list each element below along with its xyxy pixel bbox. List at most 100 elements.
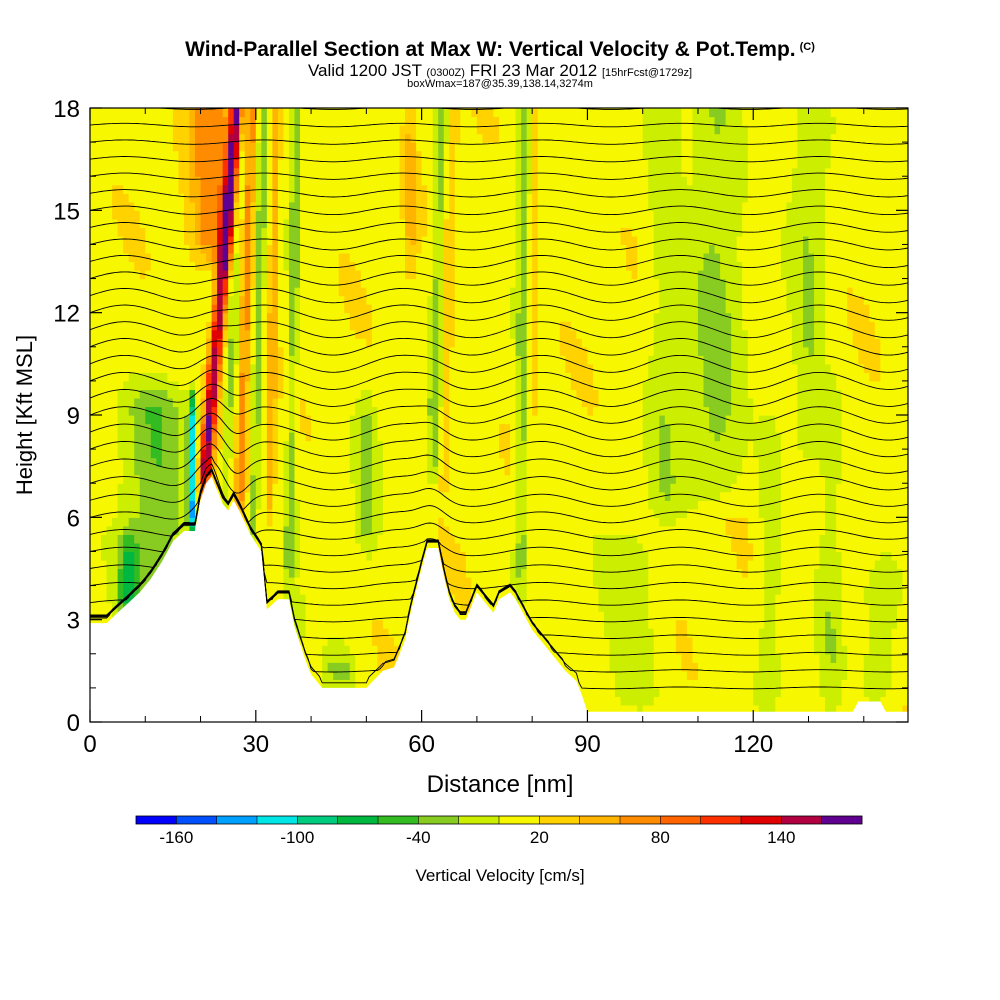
velocity-cell [195,457,202,493]
velocity-cell [825,611,832,655]
velocity-cell [747,542,754,561]
velocity-cell [863,304,870,373]
velocity-cell [814,568,821,655]
velocity-cell [195,423,202,459]
velocity-cell [167,108,174,382]
velocity-cell [659,415,666,493]
velocity-cell [742,125,749,203]
velocity-cell [482,142,489,722]
velocity-cell [117,568,124,604]
velocity-cell [305,415,312,442]
velocity-cell [869,108,876,322]
velocity-cell [128,201,135,263]
colorbar-swatch [620,816,661,824]
velocity-cell [349,483,356,655]
velocity-cell [725,108,732,314]
isentrope-line [90,369,908,390]
terrain-shape [90,476,908,722]
velocity-cell [814,653,821,722]
velocity-cell [222,312,229,331]
velocity-cell [742,329,749,459]
velocity-cell [747,440,754,544]
velocity-cell [709,108,716,118]
velocity-cell [344,108,351,254]
velocity-cell [222,142,229,160]
velocity-cell [178,193,185,391]
velocity-cell [255,108,262,143]
velocity-cell [510,551,517,587]
y-tick-label: 6 [67,505,80,532]
velocity-cell [476,133,484,722]
velocity-cell [283,108,290,220]
velocity-cell [858,108,865,297]
velocity-cell [195,270,202,408]
velocity-cell [521,568,528,604]
velocity-cell [847,108,854,288]
velocity-cell [841,108,848,646]
velocity-cell [134,474,141,518]
velocity-cell [200,415,207,425]
y-tick-label: 12 [53,301,80,328]
velocity-cell [222,184,229,194]
velocity-cell [338,636,345,663]
velocity-cell [272,397,279,484]
velocity-cell [460,108,467,553]
velocity-cell [156,406,163,467]
velocity-cell [604,108,611,535]
velocity-cell [736,568,743,722]
velocity-cell [200,252,207,271]
velocity-cell [355,270,362,339]
velocity-cell [758,628,765,722]
velocity-cell [233,167,240,177]
velocity-cell [294,287,301,365]
velocity-cell [366,346,373,391]
velocity-cell [217,108,224,186]
velocity-cell [123,380,130,527]
velocity-cell [681,108,688,177]
velocity-cell [217,397,224,450]
velocity-cell [454,142,461,544]
velocity-cell [316,108,323,722]
velocity-cell [819,534,826,698]
velocity-cell [272,108,279,399]
velocity-cell [266,108,273,246]
velocity-cell [217,338,224,356]
velocity-cell [686,636,694,680]
velocity-cell [653,278,660,314]
velocity-cell [344,645,351,663]
velocity-cell [134,372,141,399]
velocity-cell [195,406,202,425]
isentrope-line [90,189,908,198]
velocity-cell [692,679,699,722]
velocity-cell [891,108,898,561]
velocity-cell [487,108,495,143]
velocity-cell [233,227,240,254]
velocity-cell [863,372,870,587]
velocity-cell [172,380,180,408]
velocity-cell [891,559,898,629]
velocity-cell [250,201,257,288]
velocity-cell [753,423,760,459]
velocity-cell [399,108,406,126]
velocity-cell [786,201,793,314]
velocity-cell [631,278,638,535]
velocity-cell [294,585,301,646]
velocity-cell [167,397,174,553]
velocity-cell [432,278,439,467]
velocity-cell [244,380,251,493]
velocity-cell [653,108,660,280]
colorbar-swatch [579,816,621,824]
velocity-cell [758,108,765,416]
velocity-cell [637,108,644,544]
velocity-cell [189,525,196,535]
velocity-cell [615,534,622,698]
velocity-cell [366,415,373,535]
velocity-cell [211,397,218,408]
velocity-cell [349,261,356,331]
velocity-cell [371,108,379,408]
velocity-cell [250,287,257,365]
velocity-cell [592,389,600,408]
velocity-cell [626,108,633,228]
velocity-cell [211,321,218,331]
velocity-cell [869,321,876,382]
